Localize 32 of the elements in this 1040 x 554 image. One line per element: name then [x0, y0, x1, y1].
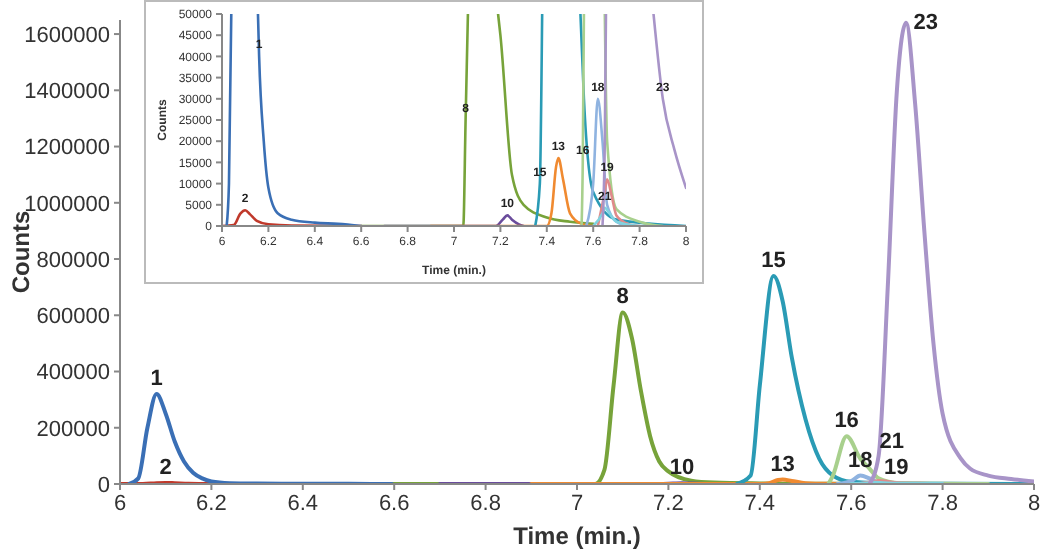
- annotation: 18: [848, 448, 873, 473]
- x-tick-label: 7.2: [653, 491, 684, 516]
- y-tick-label: 400000: [36, 361, 110, 386]
- y-tick-label: 1200000: [24, 136, 110, 161]
- x-tick-label: 7.8: [927, 491, 958, 516]
- y-tick-label: 800000: [36, 248, 110, 273]
- annotation: 21: [879, 429, 904, 454]
- annotation: 8: [616, 285, 629, 310]
- x-axis-title: Time (min.): [513, 522, 641, 550]
- x-tick-label: 6.6: [378, 491, 410, 516]
- y-tick-label: 0: [97, 473, 110, 498]
- y-tick-label: 600000: [36, 305, 110, 330]
- annotation: 23: [913, 10, 938, 35]
- x-tick-label: 6: [113, 491, 127, 516]
- x-tick-label: 7.4: [744, 491, 776, 516]
- annotation: 1: [150, 367, 163, 392]
- y-tick-label: 200000: [36, 417, 110, 442]
- x-tick-label: 7.6: [835, 491, 867, 516]
- annotation: 2: [159, 455, 172, 480]
- y-tick-label: 1400000: [24, 80, 110, 105]
- x-tick-label: 8: [1027, 491, 1040, 516]
- annotation: 19: [884, 455, 909, 480]
- x-tick-label: 6.4: [287, 491, 319, 516]
- x-tick-label: 7: [570, 491, 584, 516]
- x-tick-label: 6.2: [196, 491, 227, 516]
- annotation: 16: [834, 409, 859, 434]
- y-tick-label: 1600000: [24, 23, 110, 48]
- annotation: 15: [761, 248, 786, 273]
- x-tick-label: 6.8: [470, 491, 501, 516]
- annotation: 10: [669, 456, 695, 481]
- annotation: 13: [770, 452, 795, 477]
- y-axis-title: Counts: [6, 210, 35, 294]
